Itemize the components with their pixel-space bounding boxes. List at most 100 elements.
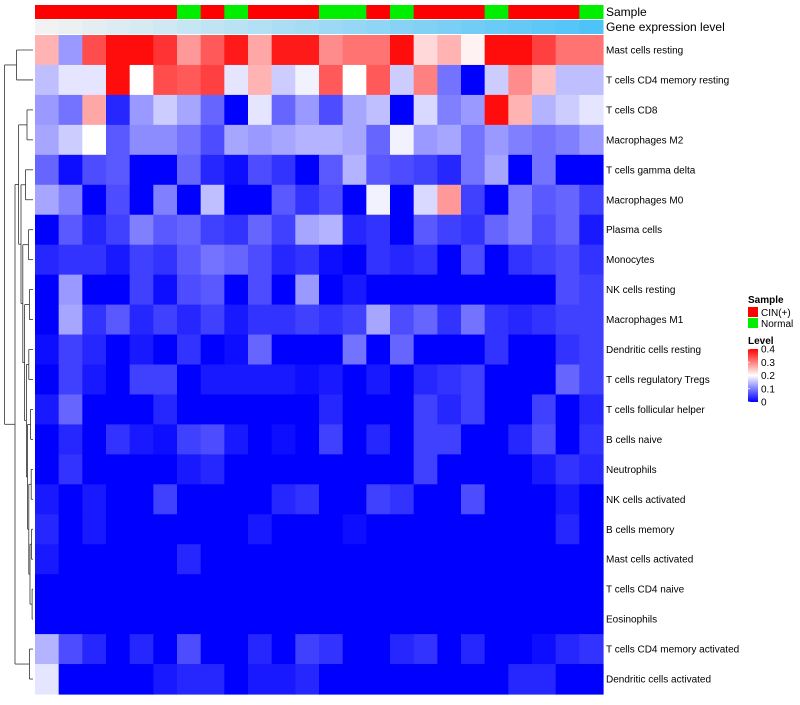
heatmap-cell [532, 634, 557, 665]
heatmap-cell [413, 604, 438, 635]
heatmap-cell [248, 364, 273, 396]
heatmap-cell [484, 184, 509, 216]
heatmap-cell [342, 514, 367, 545]
heatmap-cell [129, 35, 154, 66]
heatmap-cell [58, 604, 83, 635]
heatmap-cell [129, 424, 154, 455]
heatmap-cell [461, 574, 486, 605]
sample-annotation-cell [484, 5, 509, 19]
heatmap-cell [342, 304, 367, 336]
heatmap-cell [177, 664, 202, 695]
heatmap-cell [437, 64, 462, 96]
row-label: Mast cells resting [606, 45, 683, 56]
heatmap-cell [555, 514, 580, 545]
heatmap-cell [366, 274, 391, 306]
heatmap-cell [200, 334, 225, 366]
heatmap-cell [508, 274, 533, 306]
heatmap-cell [224, 334, 249, 366]
heatmap-cell [484, 274, 509, 306]
heatmap-cell [106, 184, 131, 216]
heatmap-cell [390, 64, 415, 96]
heatmap-cell [129, 634, 154, 665]
heatmap-cell [153, 394, 178, 426]
heatmap-cell [177, 124, 202, 156]
heatmap-cell [532, 394, 557, 426]
heatmap-cell [177, 394, 202, 426]
heatmap-cell [153, 214, 178, 246]
heatmap-cell [555, 334, 580, 366]
heatmap-cell [106, 244, 131, 276]
heatmap-cell [58, 394, 83, 426]
heatmap-cell [484, 424, 509, 455]
sample-annotation-cell [413, 5, 438, 19]
heatmap-cell [319, 634, 344, 665]
gene-expression-annotation-cell [579, 20, 604, 34]
heatmap-cell [390, 304, 415, 336]
heatmap-cell [579, 454, 604, 485]
heatmap-cell [248, 214, 273, 246]
heatmap-cell [532, 544, 557, 575]
heatmap-cell [461, 334, 486, 366]
legend-tick-label: 0.3 [761, 358, 775, 369]
heatmap-cell [35, 424, 60, 455]
heatmap-cell [129, 454, 154, 485]
legend-label: Normal [761, 319, 793, 330]
heatmap-cell [484, 94, 509, 126]
sample-annotation-cell [248, 5, 273, 19]
heatmap-cell [437, 334, 462, 366]
heatmap-cell [342, 35, 367, 66]
heatmap-cell [484, 244, 509, 276]
heatmap-cell [295, 484, 320, 515]
heatmap-cell [390, 94, 415, 126]
heatmap-cell [295, 424, 320, 455]
heatmap-cell [319, 484, 344, 515]
heatmap-cell [413, 514, 438, 545]
row-label: Dendritic cells resting [606, 345, 701, 356]
heatmap-cell [508, 514, 533, 545]
heatmap-cell [484, 124, 509, 156]
heatmap-cell [532, 514, 557, 545]
heatmap-cell [106, 664, 131, 695]
heatmap-cell [579, 214, 604, 246]
heatmap-cell [271, 154, 296, 186]
heatmap-cell [390, 454, 415, 485]
heatmap-cell [200, 94, 225, 126]
heatmap-cell [224, 244, 249, 276]
heatmap-cell [555, 544, 580, 575]
row-label: Macrophages M1 [606, 315, 684, 326]
heatmap-cell [390, 214, 415, 246]
gene-expression-annotation-cell [319, 20, 344, 34]
heatmap-cell [248, 514, 273, 545]
heatmap-cell [579, 364, 604, 396]
heatmap-cell [579, 304, 604, 336]
heatmap-cell [200, 454, 225, 485]
heatmap-cell [295, 334, 320, 366]
heatmap-cell [461, 274, 486, 306]
heatmap-cell [271, 304, 296, 336]
heatmap-cell [461, 454, 486, 485]
heatmap-cell [177, 35, 202, 66]
heatmap-cell [35, 394, 60, 426]
gene-expression-annotation-cell [224, 20, 249, 34]
heatmap-cell [508, 334, 533, 366]
heatmap-cell [58, 544, 83, 575]
heatmap-cell [106, 64, 131, 96]
heatmap-cell [129, 214, 154, 246]
heatmap-cell [366, 574, 391, 605]
heatmap-cell [484, 154, 509, 186]
heatmap-cell [106, 154, 131, 186]
heatmap-cell [106, 604, 131, 635]
heatmap-cell [413, 274, 438, 306]
heatmap-cell [390, 274, 415, 306]
gene-expression-annotation-cell [532, 20, 557, 34]
heatmap-cell [390, 574, 415, 605]
heatmap-cell [106, 544, 131, 575]
row-label: Mast cells activated [606, 555, 693, 566]
row-label: Macrophages M2 [606, 135, 684, 146]
heatmap-cell [413, 244, 438, 276]
heatmap-cell [555, 35, 580, 66]
heatmap-cell [248, 124, 273, 156]
heatmap-cell [82, 94, 107, 126]
heatmap-cell [555, 94, 580, 126]
heatmap-cell [366, 664, 391, 695]
